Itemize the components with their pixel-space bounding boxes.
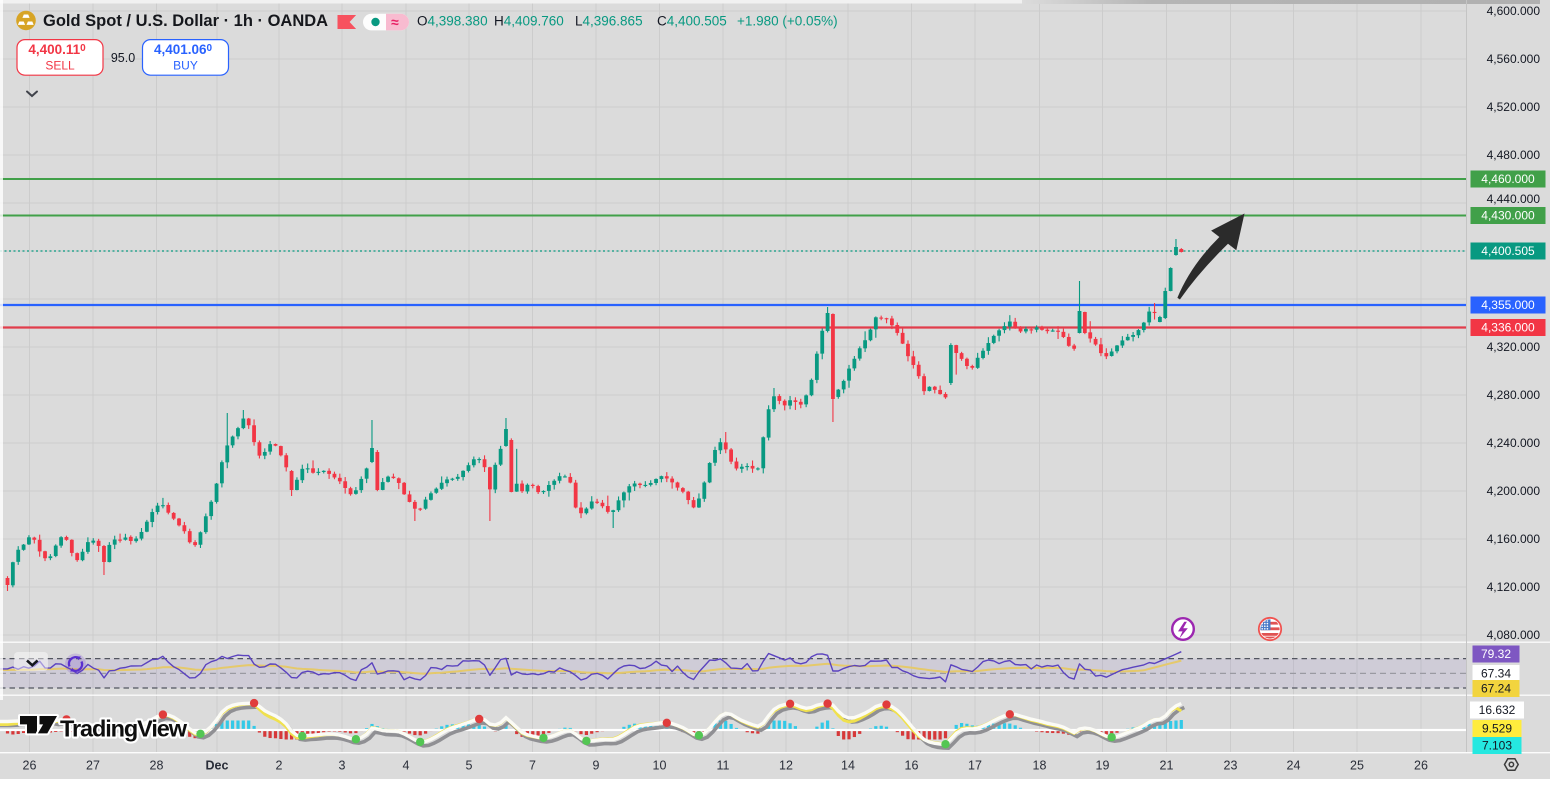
svg-text:24: 24 [1287, 759, 1301, 773]
svg-text:4,400.505: 4,400.505 [1481, 244, 1535, 258]
svg-text:67.24: 67.24 [1481, 682, 1511, 696]
svg-text:25: 25 [1350, 759, 1364, 773]
svg-text:4,120.000: 4,120.000 [1487, 580, 1541, 594]
svg-text:≈: ≈ [391, 14, 399, 30]
svg-text:9.529: 9.529 [1482, 722, 1512, 736]
svg-text:SELL: SELL [45, 59, 75, 73]
svg-text:+1.980 (+0.05%): +1.980 (+0.05%) [737, 14, 838, 29]
svg-text:C4,400.505: C4,400.505 [657, 14, 727, 29]
svg-text:9: 9 [593, 759, 600, 773]
svg-text:4,080.000: 4,080.000 [1487, 628, 1541, 642]
svg-text:12: 12 [779, 759, 793, 773]
svg-text:4,160.000: 4,160.000 [1487, 532, 1541, 546]
svg-text:TradingView: TradingView [60, 716, 188, 742]
svg-text:4,280.000: 4,280.000 [1487, 388, 1541, 402]
svg-text:2: 2 [276, 759, 283, 773]
svg-text:11: 11 [717, 759, 730, 773]
svg-text:4,320.000: 4,320.000 [1487, 340, 1541, 354]
svg-text:L4,396.865: L4,396.865 [575, 14, 643, 29]
svg-text:H4,409.760: H4,409.760 [494, 14, 564, 29]
svg-text:4,460.000: 4,460.000 [1481, 172, 1535, 186]
svg-text:4,430.000: 4,430.000 [1481, 209, 1535, 223]
svg-text:10: 10 [653, 759, 667, 773]
svg-text:4,560.000: 4,560.000 [1487, 52, 1541, 66]
svg-text:4,200.000: 4,200.000 [1487, 484, 1541, 498]
svg-text:Dec: Dec [206, 759, 229, 773]
svg-text:16: 16 [905, 759, 919, 773]
svg-text:23: 23 [1224, 759, 1238, 773]
svg-text:4,355.000: 4,355.000 [1481, 298, 1535, 312]
svg-text:7: 7 [529, 759, 536, 773]
svg-text:27: 27 [86, 759, 100, 773]
svg-text:4,400.110: 4,400.110 [28, 42, 86, 57]
svg-text:3: 3 [339, 759, 346, 773]
svg-text:4: 4 [403, 759, 410, 773]
svg-text:67.34: 67.34 [1481, 667, 1511, 681]
svg-text:4,520.000: 4,520.000 [1487, 100, 1541, 114]
svg-text:4,336.000: 4,336.000 [1481, 321, 1535, 335]
svg-text:19: 19 [1096, 759, 1110, 773]
svg-text:4,600.000: 4,600.000 [1487, 4, 1541, 18]
svg-text:18: 18 [1033, 759, 1047, 773]
svg-text:28: 28 [150, 759, 164, 773]
svg-text:BUY: BUY [173, 59, 198, 73]
svg-text:17: 17 [968, 759, 982, 773]
svg-text:4,440.000: 4,440.000 [1487, 192, 1541, 206]
svg-text:7.103: 7.103 [1482, 739, 1512, 753]
svg-text:14: 14 [841, 759, 855, 773]
svg-text:5: 5 [466, 759, 473, 773]
svg-text:16.632: 16.632 [1479, 703, 1516, 717]
svg-text:79.32: 79.32 [1481, 647, 1511, 661]
svg-text:4,240.000: 4,240.000 [1487, 436, 1541, 450]
svg-text:21: 21 [1160, 759, 1174, 773]
svg-text:O4,398.380: O4,398.380 [417, 14, 488, 29]
svg-text:26: 26 [1414, 759, 1428, 773]
svg-text:Gold Spot / U.S. Dollar · 1h ·: Gold Spot / U.S. Dollar · 1h · OANDA [43, 12, 328, 30]
svg-text:95.0: 95.0 [111, 51, 135, 65]
svg-text:4,401.060: 4,401.060 [154, 42, 213, 57]
svg-text:26: 26 [23, 759, 37, 773]
svg-text:4,480.000: 4,480.000 [1487, 148, 1541, 162]
